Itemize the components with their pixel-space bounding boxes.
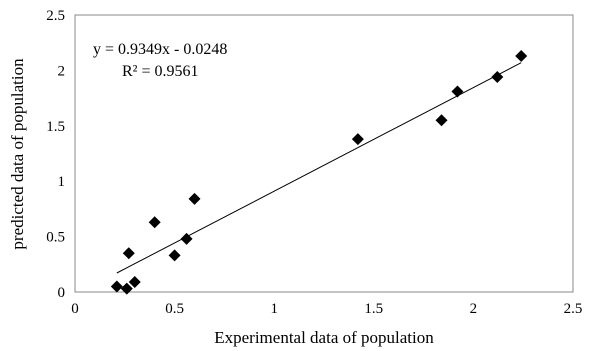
data-point xyxy=(451,85,464,98)
data-point xyxy=(351,133,364,146)
data-point xyxy=(148,216,161,229)
data-point xyxy=(435,114,448,127)
x-tick-label: 2.5 xyxy=(564,301,583,317)
x-tick-label: 0 xyxy=(71,301,79,317)
data-point xyxy=(515,49,528,62)
data-points xyxy=(110,49,528,295)
data-point xyxy=(168,249,181,262)
y-axis-ticks: 0 0.5 1 1.5 2 2.5 xyxy=(46,8,65,301)
r-squared-label: R² = 0.9561 xyxy=(122,63,199,80)
y-tick-label: 1.5 xyxy=(46,119,65,135)
y-tick-label: 1 xyxy=(58,174,66,190)
data-point xyxy=(120,282,133,295)
data-point xyxy=(110,280,123,293)
y-tick-label: 0.5 xyxy=(46,230,65,246)
x-axis-ticks: 0 0.5 1 1.5 2 2.5 xyxy=(71,301,582,317)
trendline-equation: y = 0.9349x - 0.0248 xyxy=(93,41,227,58)
data-point xyxy=(491,71,504,84)
data-point xyxy=(180,232,193,245)
y-tick-label: 0 xyxy=(58,285,66,301)
x-tick-label: 1.5 xyxy=(364,301,383,317)
data-point xyxy=(122,247,135,260)
x-tick-label: 0.5 xyxy=(165,301,184,317)
x-tick-label: 1 xyxy=(270,301,278,317)
y-axis-title: predicted data of population xyxy=(8,58,27,250)
plot-area-border xyxy=(74,14,574,293)
data-point xyxy=(128,276,141,289)
y-tick-label: 2 xyxy=(58,63,66,79)
data-point xyxy=(188,192,201,205)
y-tick-label: 2.5 xyxy=(46,8,65,24)
x-tick-label: 2 xyxy=(470,301,478,317)
x-axis-title: Experimental data of population xyxy=(214,328,434,347)
